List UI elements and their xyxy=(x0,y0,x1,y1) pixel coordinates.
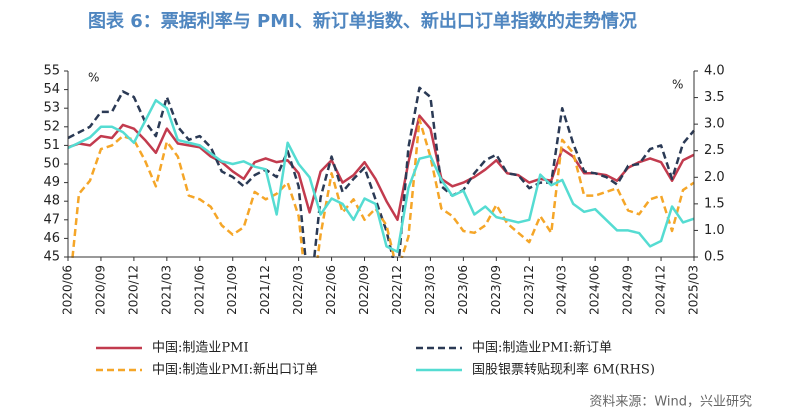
x-tick-label: 2024/09 xyxy=(621,265,635,315)
y-tick-label: 54 xyxy=(43,82,60,97)
x-tick-label: 2023/09 xyxy=(489,265,503,315)
y2-tick-label: 1.0 xyxy=(704,223,725,238)
y2-tick-label: 3.0 xyxy=(704,117,725,132)
y-tick-label: 53 xyxy=(43,101,60,116)
x-tick-label: 2021/09 xyxy=(225,265,239,315)
y-tick-label: 46 xyxy=(43,231,60,246)
y2-tick-label: 0.5 xyxy=(704,250,725,265)
y-tick-label: 50 xyxy=(43,157,60,172)
x-tick-label: 2022/06 xyxy=(324,265,338,315)
x-tick-label: 2022/09 xyxy=(357,265,371,315)
y-tick-label: 47 xyxy=(43,212,60,227)
x-tick-label: 2020/06 xyxy=(61,265,75,315)
x-tick-label: 2021/06 xyxy=(192,265,206,315)
x-tick-label: 2021/03 xyxy=(159,265,173,315)
series-line xyxy=(67,98,695,253)
x-tick-label: 2022/12 xyxy=(390,265,404,315)
legend-label: 中国:制造业PMI xyxy=(152,341,249,356)
y-tick-label: 45 xyxy=(43,250,60,265)
x-tick-label: 2021/12 xyxy=(258,265,272,315)
y2-tick-label: 2.0 xyxy=(704,170,725,185)
y2-tick-label: 2.5 xyxy=(704,143,725,158)
y-unit: % xyxy=(88,71,99,85)
x-tick-label: 2020/12 xyxy=(126,265,140,315)
y2-tick-label: 3.5 xyxy=(704,90,725,105)
legend-label: 国股银票转贴现利率 6M(RHS) xyxy=(472,362,655,378)
y-tick-label: 49 xyxy=(43,175,60,190)
x-tick-label: 2020/09 xyxy=(93,265,107,315)
y-tick-label: 48 xyxy=(43,194,60,209)
x-tick-label: 2023/12 xyxy=(522,265,536,315)
y-tick-label: 51 xyxy=(43,138,60,153)
x-tick-label: 2023/06 xyxy=(456,265,470,315)
y2-tick-label: 1.5 xyxy=(704,196,725,211)
x-tick-label: 2022/03 xyxy=(291,265,305,315)
series-line xyxy=(67,86,695,258)
legend-label: 中国:制造业PMI:新出口订单 xyxy=(152,362,318,378)
x-tick-label: 2023/03 xyxy=(423,265,437,315)
y-tick-label: 55 xyxy=(43,64,60,79)
x-tick-label: 2025/03 xyxy=(687,265,701,315)
legend-label: 中国:制造业PMI:新订单 xyxy=(472,340,612,356)
plot-lines xyxy=(67,86,695,258)
x-tick-label: 2024/06 xyxy=(588,265,602,315)
y-tick-label: 52 xyxy=(43,119,60,134)
series-line xyxy=(67,114,695,222)
series-line xyxy=(71,118,695,258)
source: 资料来源：Wind，兴业研究 xyxy=(589,395,752,410)
x-tick-label: 2024/12 xyxy=(654,265,668,315)
y2-unit: % xyxy=(672,78,683,92)
x-tick-label: 2024/03 xyxy=(555,265,569,315)
chart-title: 图表 6：票据利率与 PMI、新订单指数、新出口订单指数的走势情况 xyxy=(88,10,637,32)
y2-tick-label: 4.0 xyxy=(704,64,725,79)
